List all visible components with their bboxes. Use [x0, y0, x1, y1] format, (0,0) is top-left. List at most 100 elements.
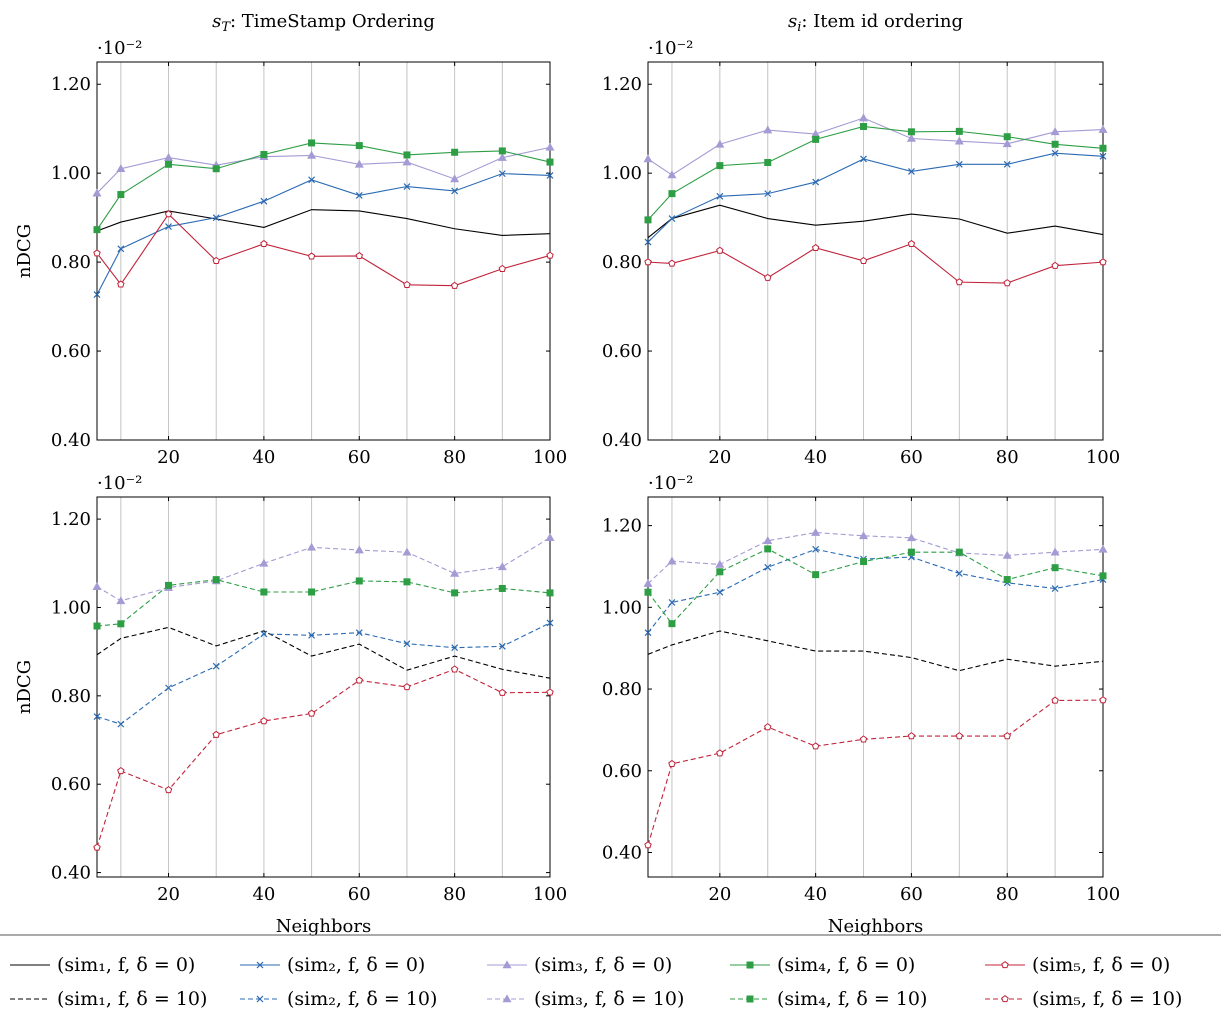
- series-sim3: [643, 113, 1108, 179]
- chart-title-subscript: i: [797, 20, 801, 35]
- legend-entry-sim5: (sim₅, f, δ = 10): [985, 988, 1182, 1010]
- data-point: [308, 176, 316, 184]
- marker-x-stroke: [668, 215, 676, 222]
- data-point: [1050, 127, 1060, 136]
- x-tick-label: 60: [348, 884, 371, 905]
- data-point: [1050, 547, 1060, 556]
- series-sim2: [93, 170, 554, 299]
- legend-entry-sim5: (sim₅, f, δ = 0): [985, 954, 1170, 976]
- y-tick-label: 1.00: [51, 597, 91, 618]
- y-tick-label: 0.60: [602, 341, 642, 362]
- series-sim4: [93, 139, 554, 234]
- data-point: [497, 153, 507, 161]
- marker-x-stroke: [165, 684, 172, 692]
- data-point: [498, 170, 506, 178]
- data-point: [955, 548, 963, 556]
- data-point: [403, 578, 411, 586]
- x-axis-label: Neighbors: [276, 916, 371, 937]
- data-point: [860, 122, 868, 130]
- data-point: [716, 568, 724, 576]
- chart-title-subscript: T: [221, 20, 231, 35]
- data-point: [498, 584, 506, 592]
- data-point: [955, 160, 963, 168]
- data-point: [116, 596, 126, 605]
- data-point: [259, 558, 269, 567]
- data-point: [165, 581, 173, 589]
- data-point: [812, 135, 820, 143]
- marker-x-stroke: [668, 598, 676, 606]
- marker-x-stroke: [1003, 160, 1011, 168]
- data-point: [1002, 139, 1012, 148]
- data-point: [1099, 258, 1107, 266]
- legend-label: (sim₂, f, δ = 0): [287, 954, 425, 976]
- data-point: [93, 622, 101, 630]
- data-point: [907, 732, 916, 740]
- data-point: [1003, 279, 1011, 287]
- data-point: [260, 630, 268, 638]
- data-point: [907, 548, 915, 556]
- data-point: [546, 171, 554, 179]
- x-tick-label: 100: [1086, 447, 1120, 468]
- chart-panel-4: 20 40 60 80 100 0.40 0.60 0.80 1.00 1.20 ·10⁻² Neig…: [602, 473, 1120, 937]
- data-point: [164, 153, 174, 161]
- x-tick-label: 100: [533, 447, 567, 468]
- data-point: [1051, 696, 1059, 704]
- series-line: [96, 668, 551, 848]
- x-tick-label: 20: [708, 447, 731, 468]
- series-sim5: [93, 665, 554, 851]
- data-point: [355, 251, 363, 260]
- x-tick-label: 60: [900, 447, 923, 468]
- x-tick-label: 100: [1086, 884, 1120, 905]
- data-point: [165, 223, 172, 230]
- data-point: [811, 527, 821, 536]
- data-point: [117, 620, 125, 628]
- data-point: [355, 629, 363, 637]
- data-point: [906, 133, 916, 142]
- data-point: [859, 256, 868, 264]
- marker-x-stroke: [955, 569, 963, 577]
- data-point: [1003, 576, 1011, 584]
- data-point: [668, 190, 676, 198]
- data-point: [451, 644, 459, 652]
- legend-entry-sim4: (sim₄, f, δ = 10): [730, 988, 927, 1010]
- chart-title-text: : Item id ordering: [801, 11, 963, 32]
- data-point: [668, 259, 676, 267]
- legend-entry-sim2: (sim₂, f, δ = 0): [240, 954, 425, 976]
- data-point: [644, 216, 652, 224]
- marker-x-stroke: [308, 176, 316, 184]
- data-point: [715, 559, 725, 568]
- marker-x-stroke: [644, 238, 652, 246]
- data-point: [812, 545, 820, 553]
- data-point: [746, 995, 754, 1003]
- data-point: [403, 640, 411, 648]
- data-point: [1001, 995, 1009, 1003]
- legend-label: (sim₃, f, δ = 0): [534, 954, 672, 976]
- data-point: [764, 190, 772, 198]
- data-point: [498, 642, 506, 650]
- data-point: [546, 158, 554, 166]
- legend-label: (sim₅, f, δ = 0): [1032, 954, 1170, 976]
- marker-x-stroke: [403, 183, 411, 190]
- y-tick-label: 0.80: [51, 686, 91, 707]
- data-point: [212, 662, 220, 670]
- data-point: [308, 139, 316, 147]
- marker-x-stroke: [1051, 149, 1059, 157]
- marker-x-stroke: [644, 629, 652, 637]
- data-point: [907, 167, 915, 175]
- series-sim1: [647, 204, 1104, 239]
- marker-x-stroke: [355, 191, 363, 199]
- data-point: [715, 139, 725, 148]
- data-point: [667, 556, 677, 565]
- x-tick-label: 40: [252, 447, 275, 468]
- data-point: [93, 713, 101, 721]
- marker-x-stroke: [308, 631, 316, 639]
- data-point: [403, 151, 411, 159]
- series-line: [96, 622, 551, 725]
- marker-x-stroke: [355, 629, 363, 637]
- data-point: [212, 256, 220, 264]
- series-sim1: [96, 209, 551, 236]
- data-point: [93, 291, 101, 299]
- y-tick-label: 0.40: [602, 430, 642, 451]
- data-point: [450, 174, 460, 183]
